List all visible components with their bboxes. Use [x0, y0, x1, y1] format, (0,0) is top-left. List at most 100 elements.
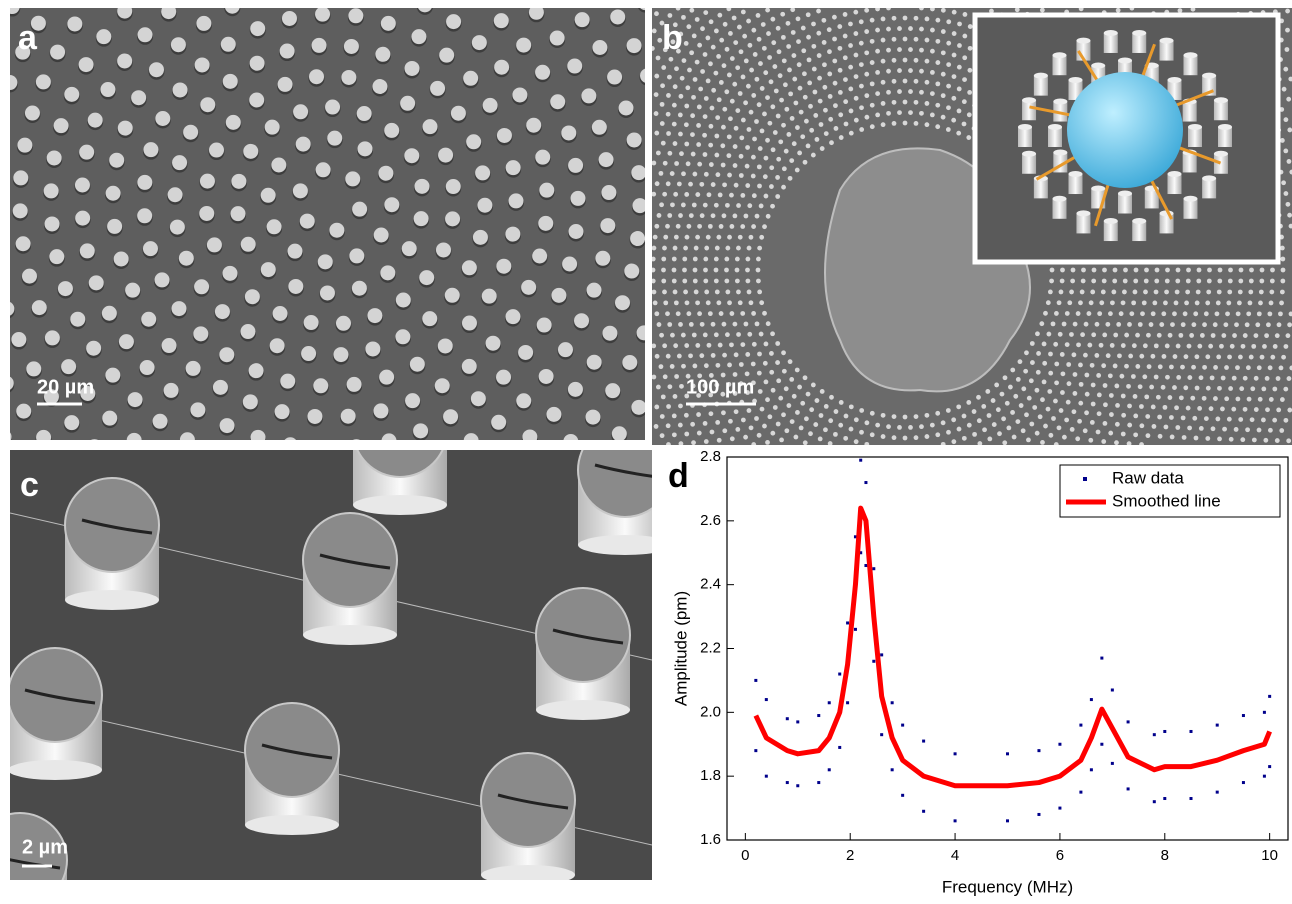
- pillar: [849, 427, 854, 432]
- pillar: [149, 62, 164, 77]
- pillar: [809, 128, 814, 133]
- pillar: [1123, 268, 1128, 273]
- pillar: [941, 420, 946, 425]
- pillar: [379, 370, 394, 385]
- pillar: [875, 7, 880, 12]
- inset-pillar: [1104, 218, 1118, 224]
- pillar: [951, 96, 956, 101]
- pillar: [535, 150, 550, 165]
- pillar: [756, 257, 761, 262]
- pillar: [1078, 401, 1083, 406]
- pillar: [717, 97, 722, 102]
- pillar-top: [481, 753, 575, 847]
- pillar: [546, 407, 561, 422]
- pillar: [1158, 434, 1163, 439]
- pillar: [1109, 412, 1114, 417]
- pillar: [1019, 403, 1024, 408]
- pillar: [1072, 391, 1077, 396]
- pillar: [125, 283, 140, 298]
- pillar: [795, 125, 800, 130]
- pillar-base: [8, 760, 102, 780]
- pillar: [1124, 333, 1129, 338]
- pillar: [837, 24, 842, 29]
- pillar: [471, 391, 486, 406]
- pillar: [1227, 417, 1232, 422]
- pillar: [231, 174, 246, 189]
- pillar: [738, 300, 743, 305]
- pillar: [717, 13, 722, 18]
- pillar: [114, 251, 129, 266]
- pillar: [1099, 300, 1104, 305]
- pillar: [226, 115, 241, 130]
- pillar: [1060, 390, 1065, 395]
- pillar: [1232, 333, 1237, 338]
- pillar: [1249, 279, 1254, 284]
- pillar: [1278, 311, 1283, 316]
- pillar: [347, 377, 362, 392]
- pillar: [684, 104, 689, 109]
- pillar: [1287, 376, 1292, 381]
- pillar: [1067, 300, 1072, 305]
- pillar: [373, 403, 388, 418]
- pillar: [677, 182, 682, 187]
- pillar: [1003, 375, 1008, 380]
- pillar: [1147, 364, 1152, 369]
- pillar: [667, 384, 672, 389]
- pillar: [722, 107, 727, 112]
- pillar: [962, 122, 967, 127]
- pillar: [1207, 268, 1212, 273]
- legend-label: Smoothed line: [1112, 491, 1221, 510]
- pillar: [735, 65, 740, 70]
- pillar: [1121, 432, 1126, 437]
- pillar: [80, 243, 95, 258]
- pillar: [762, 112, 767, 117]
- pillar: [1081, 279, 1086, 284]
- pillar: [832, 15, 837, 20]
- pillar: [477, 198, 492, 213]
- pillar: [679, 151, 684, 156]
- pillar: [822, 62, 827, 67]
- pillar: [1156, 395, 1161, 400]
- pillar: [799, 110, 804, 115]
- pillar: [1205, 436, 1210, 441]
- pillar: [1040, 440, 1045, 445]
- chart: 02468101.61.82.02.22.42.62.8Frequency (M…: [671, 448, 1288, 897]
- pillar: [828, 418, 833, 423]
- pillar: [1091, 332, 1096, 337]
- pillar: [651, 161, 656, 166]
- pillar: [751, 362, 756, 367]
- pillar: [733, 144, 738, 149]
- pillar: [722, 428, 727, 433]
- pillar: [843, 436, 848, 441]
- pillar: [325, 100, 340, 115]
- pillar: [1119, 374, 1124, 379]
- pillar: [1200, 333, 1205, 338]
- pillar: [1066, 362, 1071, 367]
- pillar: [678, 322, 683, 327]
- pillar: [1175, 425, 1180, 430]
- pillar: [1216, 301, 1221, 306]
- pillar: [719, 80, 724, 85]
- pillar: [1152, 300, 1157, 305]
- pillar: [1243, 376, 1248, 381]
- pillar: [722, 322, 727, 327]
- pillar: [414, 211, 429, 226]
- pillar: [819, 122, 824, 127]
- pillar: [734, 126, 739, 131]
- pillar: [870, 39, 875, 44]
- pillar: [1094, 353, 1099, 358]
- data-point: [891, 768, 894, 771]
- pillar: [1048, 352, 1053, 357]
- data-point: [817, 781, 820, 784]
- pillar: [1229, 437, 1234, 442]
- pillar: [1252, 438, 1257, 443]
- pillar: [740, 311, 745, 316]
- inset-pillar: [1188, 124, 1202, 130]
- pillar: [678, 404, 683, 409]
- pillar: [684, 41, 689, 46]
- pillar: [962, 34, 967, 39]
- pillar: [367, 308, 382, 323]
- pillar: [703, 10, 708, 15]
- pillar: [676, 6, 681, 11]
- inset-pillar: [1091, 63, 1105, 69]
